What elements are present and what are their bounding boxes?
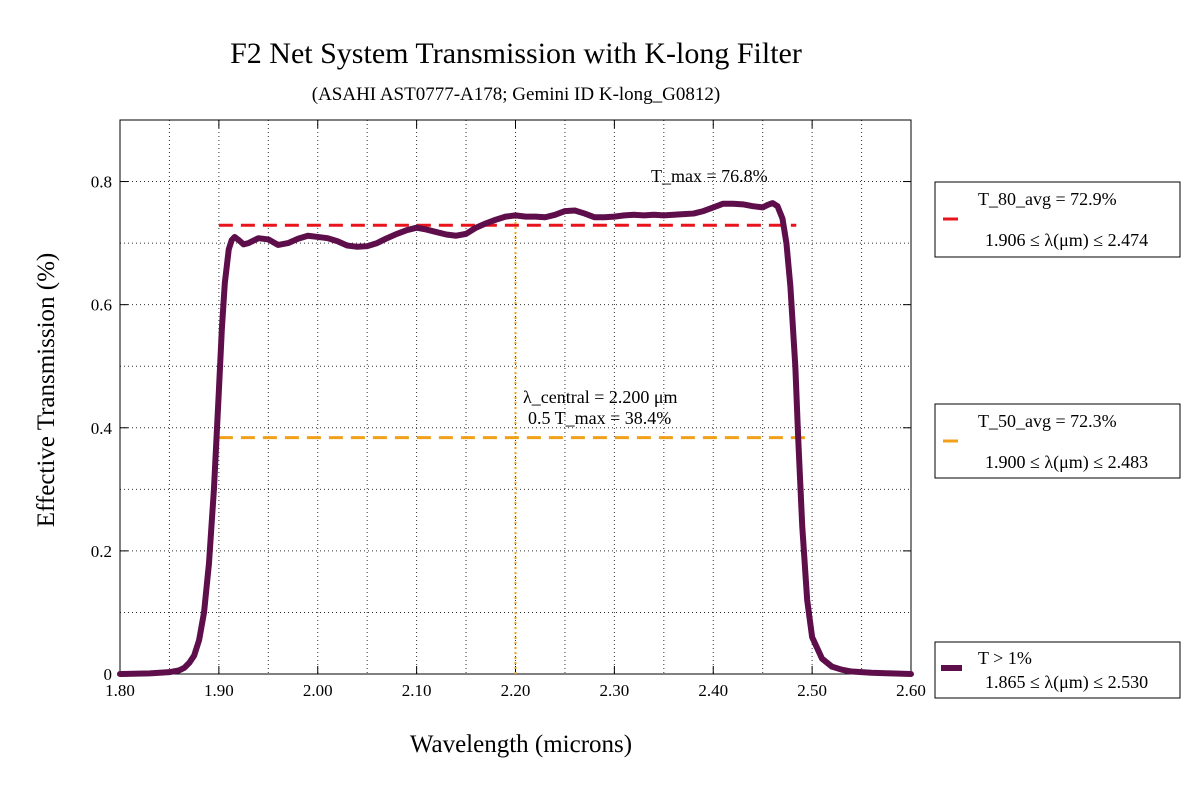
x-tick-label: 2.00 (303, 681, 333, 700)
legend-t50-box (934, 403, 1181, 479)
legend-t1-line1: T > 1% (978, 648, 1032, 668)
legend-t1-line2: 1.865 ≤ λ(μm) ≤ 2.530 (985, 672, 1148, 693)
legend-t50-line1: T_50_avg = 72.3% (978, 411, 1117, 431)
legend-t80-line1: T_80_avg = 72.9% (978, 189, 1117, 209)
y-tick-label: 0.8 (91, 173, 112, 192)
x-tick-label: 2.60 (896, 681, 926, 700)
legend-t1: T > 1% 1.865 ≤ λ(μm) ≤ 2.530 (934, 641, 1181, 699)
t-max-annotation: T_max = 76.8% (651, 166, 768, 186)
x-tick-label: 2.50 (797, 681, 827, 700)
x-axis-label: Wavelength (microns) (410, 731, 632, 758)
x-tick-label: 2.40 (698, 681, 728, 700)
x-tick-label: 2.20 (501, 681, 531, 700)
y-tick-label: 0 (104, 665, 113, 684)
y-tick-label: 0.4 (91, 419, 113, 438)
legend-t1-box (934, 641, 1181, 699)
x-tick-labels: 1.80 1.90 2.00 2.10 2.20 2.30 2.40 2.50 2.60 (105, 681, 926, 700)
legend-t80-box (934, 181, 1181, 258)
x-tick-label: 2.30 (600, 681, 630, 700)
x-tick-label: 2.10 (402, 681, 432, 700)
y-tick-label: 0.6 (91, 296, 112, 315)
legend-t80-line2: 1.906 ≤ λ(μm) ≤ 2.474 (985, 230, 1148, 251)
y-axis-label: Effective Transmission (%) (33, 253, 60, 528)
legend-t80: T_80_avg = 72.9% 1.906 ≤ λ(μm) ≤ 2.474 (934, 181, 1181, 258)
transmission-curve (117, 200, 914, 677)
chart-title: F2 Net System Transmission with K-long F… (230, 37, 802, 70)
legend-t50: T_50_avg = 72.3% 1.900 ≤ λ(μm) ≤ 2.483 (934, 403, 1181, 479)
grid (120, 120, 911, 674)
x-tick-label: 1.90 (204, 681, 234, 700)
y-tick-label: 0.2 (91, 542, 112, 561)
chart-subtitle: (ASAHI AST0777-A178; Gemini ID K-long_G0… (312, 84, 720, 105)
legend-t50-line2: 1.900 ≤ λ(μm) ≤ 2.483 (985, 452, 1148, 473)
y-tick-labels: 0 0.2 0.4 0.6 0.8 (91, 173, 113, 684)
x-tick-label: 1.80 (105, 681, 135, 700)
lambda-central-annotation: λ_central = 2.200 μm (523, 387, 678, 407)
half-t-max-annotation: 0.5 T_max = 38.4% (528, 408, 671, 428)
